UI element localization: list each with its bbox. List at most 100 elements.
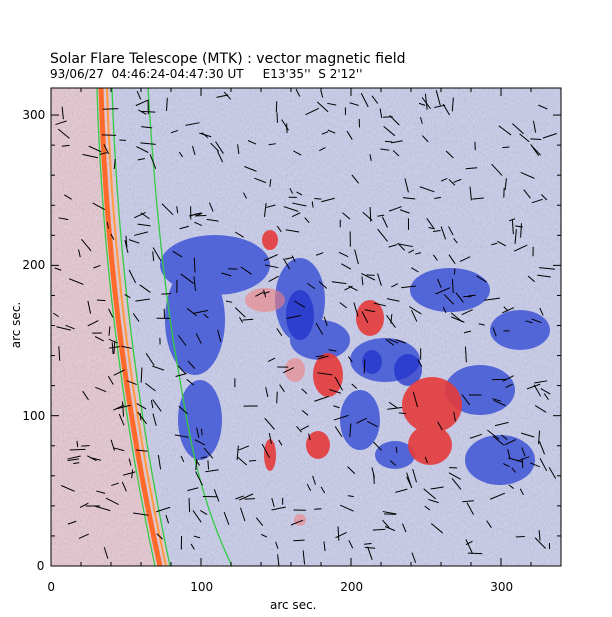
- field-vector: [472, 197, 484, 200]
- field-vector: [423, 488, 437, 500]
- field-vector: [165, 514, 170, 524]
- field-vector: [398, 412, 407, 415]
- field-vector: [548, 467, 557, 479]
- field-vector: [79, 502, 89, 508]
- field-vector: [81, 238, 92, 252]
- field-vector: [453, 268, 456, 275]
- field-vector: [392, 150, 400, 157]
- field-vector: [381, 216, 388, 228]
- field-vector: [68, 278, 84, 285]
- field-vector: [354, 249, 359, 265]
- field-vector: [135, 99, 149, 107]
- field-vector: [291, 212, 301, 218]
- field-vector: [464, 346, 467, 363]
- field-vector: [364, 546, 376, 549]
- field-vector: [194, 221, 203, 226]
- field-vector: [399, 209, 410, 214]
- field-vector: [341, 263, 352, 270]
- field-vector: [516, 456, 530, 462]
- field-vector: [520, 223, 522, 238]
- field-vector: [492, 398, 502, 402]
- field-vector: [133, 512, 149, 516]
- field-vector: [442, 104, 451, 116]
- field-vector: [87, 320, 99, 327]
- field-vector: [111, 482, 119, 487]
- field-vector: [508, 484, 515, 489]
- field-vector: [249, 459, 256, 462]
- field-vector: [415, 252, 422, 255]
- field-vector: [329, 389, 342, 394]
- field-vector: [188, 497, 191, 513]
- field-vector: [338, 251, 349, 258]
- field-vector: [530, 138, 542, 141]
- field-vector: [61, 106, 64, 120]
- field-vector: [315, 322, 324, 335]
- field-vector: [305, 107, 320, 116]
- field-vector: [172, 250, 183, 258]
- field-vector: [493, 399, 506, 406]
- field-vector: [541, 194, 548, 201]
- field-vector: [443, 294, 455, 305]
- field-vector: [203, 313, 209, 319]
- field-vector: [128, 458, 132, 466]
- field-vector: [137, 411, 148, 425]
- field-vector: [203, 447, 214, 459]
- field-vector: [200, 428, 203, 436]
- field-vector: [268, 143, 276, 146]
- field-vector: [316, 101, 329, 113]
- field-vector: [178, 405, 188, 415]
- field-vector: [484, 297, 501, 301]
- field-vector: [502, 307, 515, 314]
- field-vector: [402, 197, 416, 200]
- axis-ticks: [50, 88, 561, 567]
- field-vector: [543, 393, 549, 400]
- field-vector: [507, 449, 511, 460]
- field-vector: [361, 311, 369, 323]
- field-vector: [314, 198, 322, 200]
- field-vector: [507, 457, 524, 463]
- field-vector: [424, 93, 428, 110]
- field-vector: [323, 316, 328, 327]
- field-vector: [529, 462, 540, 468]
- field-vector: [285, 256, 294, 260]
- field-vector: [276, 391, 278, 404]
- field-vector: [337, 526, 340, 541]
- field-vector: [434, 196, 442, 200]
- field-vector: [177, 334, 187, 346]
- field-vector: [152, 365, 165, 371]
- plot-subtitle: 93/06/27 04:46:24-04:47:30 UT E13'35'' S…: [50, 67, 363, 81]
- field-vector: [421, 135, 429, 143]
- field-vector: [323, 541, 326, 552]
- field-vector: [175, 373, 187, 377]
- positive-polarity-regions: [262, 230, 462, 471]
- field-vector: [386, 298, 400, 302]
- field-vector: [223, 91, 232, 100]
- field-vector: [498, 125, 512, 136]
- field-vector: [445, 150, 454, 159]
- field-vector: [136, 146, 149, 153]
- field-vector: [492, 435, 504, 446]
- field-vector: [109, 346, 120, 349]
- field-vector: [95, 386, 107, 393]
- field-vector: [347, 466, 356, 475]
- field-vector: [304, 217, 310, 224]
- field-vector: [301, 388, 308, 395]
- field-vector: [193, 257, 196, 273]
- field-vector: [419, 186, 435, 193]
- field-vector: [459, 256, 471, 262]
- field-vector: [107, 375, 114, 385]
- field-vector: [242, 318, 254, 321]
- field-vector: [465, 540, 473, 546]
- field-vector: [513, 244, 528, 252]
- field-vector: [503, 306, 509, 312]
- field-vector: [180, 273, 194, 284]
- field-vector: [112, 447, 125, 452]
- field-vector: [306, 282, 316, 290]
- field-vector: [193, 309, 209, 314]
- field-vector: [225, 300, 233, 303]
- field-vector: [461, 309, 473, 316]
- field-vector: [105, 497, 119, 506]
- field-vector: [215, 141, 224, 154]
- field-vector: [430, 486, 444, 490]
- field-vector: [88, 145, 102, 153]
